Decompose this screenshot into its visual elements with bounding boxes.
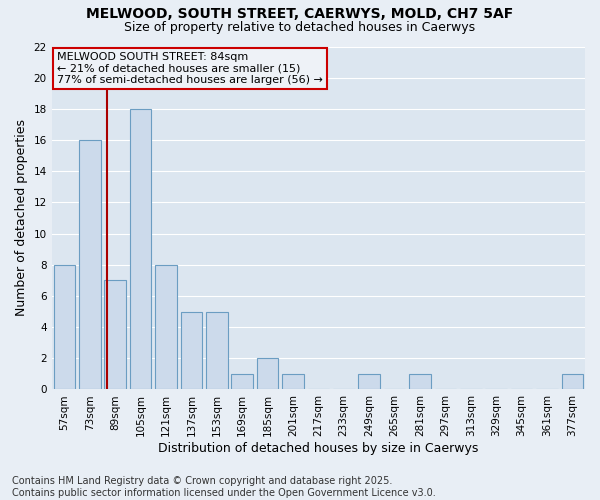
Bar: [232, 374, 253, 390]
Y-axis label: Number of detached properties: Number of detached properties: [15, 120, 28, 316]
X-axis label: Distribution of detached houses by size in Caerwys: Distribution of detached houses by size …: [158, 442, 479, 455]
Bar: [358, 374, 380, 390]
Bar: [181, 312, 202, 390]
Bar: [409, 374, 431, 390]
Text: Contains HM Land Registry data © Crown copyright and database right 2025.
Contai: Contains HM Land Registry data © Crown c…: [12, 476, 436, 498]
Bar: [53, 264, 75, 390]
Bar: [206, 312, 227, 390]
Bar: [104, 280, 126, 390]
Bar: [130, 109, 151, 390]
Text: MELWOOD SOUTH STREET: 84sqm
← 21% of detached houses are smaller (15)
77% of sem: MELWOOD SOUTH STREET: 84sqm ← 21% of det…: [57, 52, 323, 85]
Bar: [155, 264, 177, 390]
Bar: [79, 140, 101, 390]
Text: Size of property relative to detached houses in Caerwys: Size of property relative to detached ho…: [124, 21, 476, 34]
Bar: [257, 358, 278, 390]
Bar: [562, 374, 583, 390]
Text: MELWOOD, SOUTH STREET, CAERWYS, MOLD, CH7 5AF: MELWOOD, SOUTH STREET, CAERWYS, MOLD, CH…: [86, 8, 514, 22]
Bar: [282, 374, 304, 390]
